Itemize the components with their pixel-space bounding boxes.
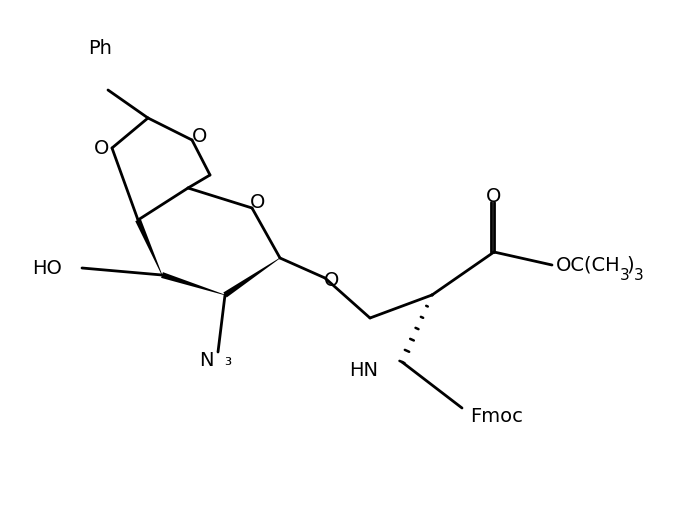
Text: Ph: Ph xyxy=(88,38,112,58)
Text: HN: HN xyxy=(349,360,378,380)
Text: O: O xyxy=(251,193,266,212)
Text: O: O xyxy=(324,270,340,290)
Text: O: O xyxy=(192,127,207,146)
Polygon shape xyxy=(161,272,225,295)
Text: Fmoc: Fmoc xyxy=(470,406,523,426)
Text: ): ) xyxy=(626,256,633,274)
Text: ₃: ₃ xyxy=(224,351,231,369)
Text: 3: 3 xyxy=(634,267,644,283)
Text: N: N xyxy=(200,351,214,369)
Text: O: O xyxy=(95,138,110,157)
Text: O: O xyxy=(487,187,502,205)
Polygon shape xyxy=(223,258,280,297)
Text: HO: HO xyxy=(32,259,62,277)
Text: OC(CH: OC(CH xyxy=(556,256,621,274)
Polygon shape xyxy=(135,219,162,275)
Text: 3: 3 xyxy=(620,267,630,283)
